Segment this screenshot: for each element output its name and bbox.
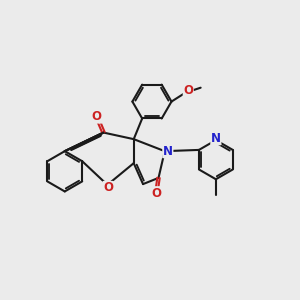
Text: N: N: [211, 132, 221, 145]
Text: N: N: [163, 145, 173, 158]
Text: O: O: [151, 187, 161, 200]
Text: O: O: [92, 110, 102, 123]
Text: O: O: [103, 182, 113, 194]
Text: O: O: [183, 84, 193, 98]
